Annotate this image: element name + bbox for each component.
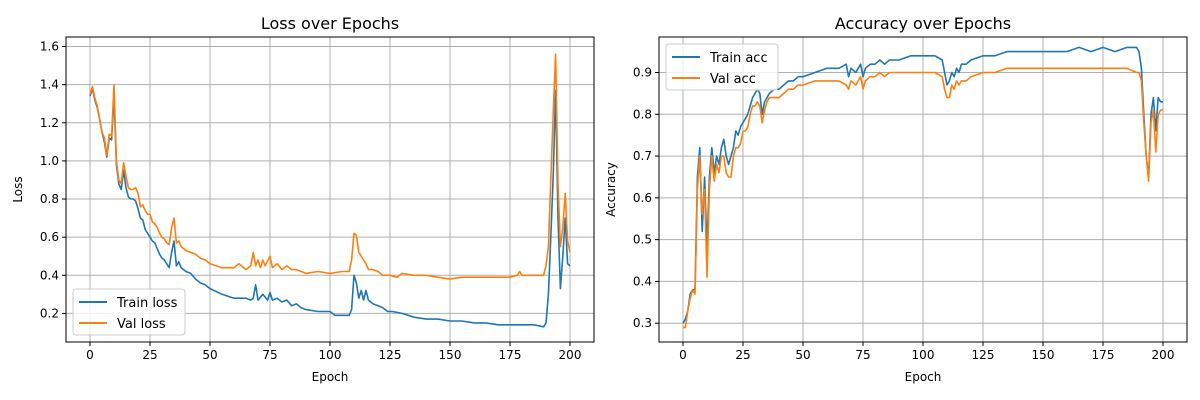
- loss-chart: 0 25 50 75 100 125 150 175 200 0.2 0.4 0.6 0.8 1.0 1.2…: [11, 14, 595, 384]
- loss-x-tick-label: 100: [319, 348, 342, 362]
- accuracy-x-tick-label: 100: [912, 348, 935, 362]
- accuracy-series-line-train-acc: [682, 46, 1163, 324]
- accuracy-y-tick-label: 0.8: [633, 107, 652, 121]
- accuracy-x-tick-label: 150: [1032, 348, 1055, 362]
- accuracy-y-tick-label: 0.6: [633, 191, 652, 205]
- loss-x-tick-label: 150: [439, 348, 462, 362]
- legend-label-val-acc: Val acc: [710, 72, 756, 87]
- accuracy-x-tick-label: 125: [972, 348, 995, 362]
- loss-legend: Train loss Val loss: [72, 288, 186, 336]
- accuracy-y-tick-label: 0.3: [633, 316, 652, 330]
- loss-x-tick-label: 200: [559, 348, 582, 362]
- loss-y-tick-label: 1.6: [40, 40, 59, 54]
- accuracy-x-tick-label: 0: [679, 348, 687, 362]
- loss-x-axis-label: Epoch: [312, 370, 349, 384]
- loss-x-tick-label: 125: [379, 348, 402, 362]
- accuracy-y-tick-label: 0.5: [633, 233, 652, 247]
- accuracy-y-tick-label: 0.4: [633, 274, 652, 288]
- loss-series-line-train-loss: [89, 87, 571, 328]
- loss-x-tick-label: 0: [86, 348, 94, 362]
- accuracy-x-tick-label: 50: [795, 348, 810, 362]
- loss-x-tick-label: 75: [262, 348, 277, 362]
- accuracy-x-axis-label: Epoch: [905, 370, 942, 384]
- loss-x-tick-label: 25: [142, 348, 157, 362]
- loss-y-tick-label: 1.2: [40, 116, 59, 130]
- accuracy-x-tick-label: 175: [1092, 348, 1115, 362]
- loss-x-tick-label: 50: [202, 348, 217, 362]
- accuracy-x-tick-label: 75: [855, 348, 870, 362]
- loss-chart-title: Loss over Epochs: [261, 14, 399, 33]
- accuracy-y-axis-label: Accuracy: [604, 162, 618, 217]
- accuracy-x-tick-label: 25: [735, 348, 750, 362]
- accuracy-series-line-val-acc: [683, 67, 1163, 329]
- accuracy-y-tick-label: 0.9: [633, 66, 652, 80]
- accuracy-y-tick-label: 0.7: [633, 149, 652, 163]
- loss-y-tick-label: 0.8: [40, 192, 59, 206]
- legend-label-train-loss: Train loss: [116, 296, 178, 311]
- accuracy-chart-title: Accuracy over Epochs: [835, 14, 1011, 33]
- accuracy-chart: 0 25 50 75 100 125 150 175 200 0.3 0.4 0.5 0.6 0.7 0.8…: [604, 14, 1188, 384]
- legend-label-train-acc: Train acc: [709, 51, 768, 66]
- accuracy-x-tick-label: 200: [1152, 348, 1175, 362]
- loss-x-tick-label: 175: [499, 348, 522, 362]
- loss-series-line-val-loss: [89, 53, 571, 280]
- loss-y-tick-label: 0.4: [40, 268, 59, 282]
- loss-y-tick-label: 0.6: [40, 230, 59, 244]
- accuracy-legend: Train acc Val acc: [665, 43, 779, 91]
- loss-y-axis-label: Loss: [11, 176, 25, 202]
- loss-y-tick-label: 1.4: [40, 78, 59, 92]
- loss-y-tick-label: 0.2: [40, 306, 59, 320]
- loss-y-tick-label: 1.0: [40, 154, 59, 168]
- legend-label-val-loss: Val loss: [117, 317, 166, 332]
